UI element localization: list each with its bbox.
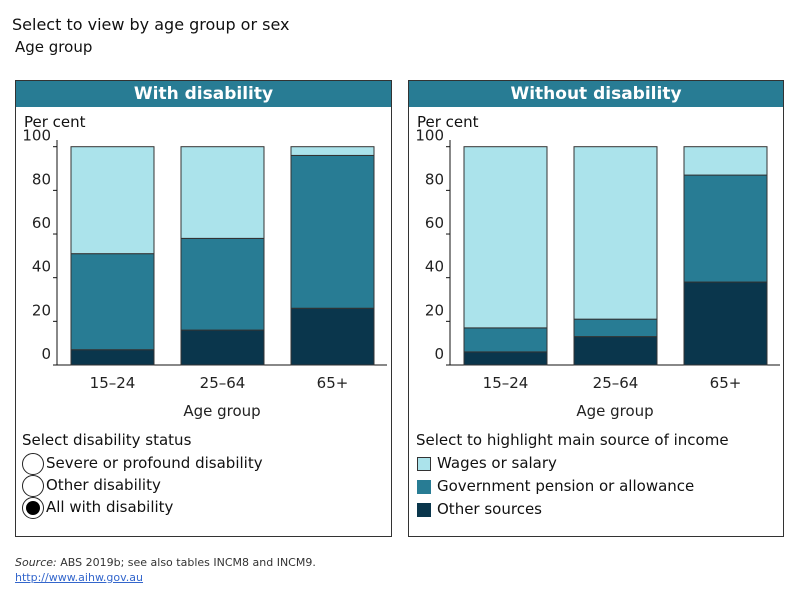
source-text: ABS 2019b; see also tables INCM8 and INC…: [56, 556, 316, 569]
y-tick-label: 20: [425, 301, 444, 319]
panel-title: Without disability: [409, 81, 783, 107]
radio-label[interactable]: All with disability: [46, 498, 174, 516]
y-tick-label: 80: [32, 170, 51, 188]
chart-without-disability: 0 20 40 60 80 100 15–24 25–64 65+ Age group: [415, 127, 780, 420]
y-tick-label: 20: [32, 301, 51, 319]
legend-label[interactable]: Other sources: [437, 500, 542, 518]
bar-segment-wages: [683, 146, 768, 176]
bar-segment-wages: [463, 146, 548, 329]
source-note: Source: ABS 2019b; see also tables INCM8…: [15, 556, 316, 569]
bar-segment-govt: [463, 327, 548, 353]
bar-segment-other: [683, 281, 768, 366]
source-label: Source:: [15, 556, 57, 569]
y-axis-label: Per cent: [24, 113, 86, 131]
y-tick-label: 100: [22, 127, 51, 145]
bar-segment-other: [463, 351, 548, 366]
x-tick-label: 15–24: [483, 374, 529, 392]
bar-segment-wages: [290, 146, 375, 156]
x-tick-label: 25–64: [593, 374, 639, 392]
bar-segment-wages: [180, 146, 265, 239]
x-tick-label: 15–24: [90, 374, 136, 392]
disability-filter-title: Select disability status: [22, 431, 192, 449]
bar-segment-other: [290, 307, 375, 366]
bar-segment-govt: [180, 237, 265, 331]
x-tick-label: 65+: [710, 374, 742, 392]
chart-panel-without-disability: Without disability Per cent 0 20 40 60 80 100…: [408, 80, 784, 537]
y-axis-label: Per cent: [417, 113, 479, 131]
bar-segment-govt: [573, 318, 658, 338]
aihw-link[interactable]: http://www.aihw.gov.au: [15, 571, 144, 584]
radio-button[interactable]: [22, 475, 44, 497]
y-tick-label: 60: [32, 214, 51, 232]
y-tick-label: 40: [425, 258, 444, 276]
y-tick-label: 40: [32, 258, 51, 276]
chart-panel-with-disability: With disability Per cent 0 20 40 60 80 100 15–…: [15, 80, 392, 537]
legend-title: Select to highlight main source of incom…: [416, 431, 729, 449]
bar-segment-other: [70, 349, 155, 366]
view-selector-dropdown[interactable]: Age group: [15, 38, 93, 56]
legend-label[interactable]: Wages or salary: [437, 454, 557, 472]
radio-button[interactable]: [22, 453, 44, 475]
legend-label[interactable]: Government pension or allowance: [437, 477, 695, 495]
radio-label[interactable]: Severe or profound disability: [46, 454, 263, 472]
y-tick-label: 80: [425, 170, 444, 188]
bar-segment-govt: [683, 174, 768, 283]
bar-segment-govt: [290, 154, 375, 309]
x-tick-label: 25–64: [200, 374, 246, 392]
radio-label[interactable]: Other disability: [46, 476, 161, 494]
y-tick-label: 100: [415, 127, 444, 145]
bar-segment-other: [180, 329, 265, 366]
legend-swatch[interactable]: [417, 480, 431, 494]
radio-button[interactable]: [22, 497, 44, 519]
x-axis-label: Age group: [576, 402, 653, 420]
bar-segment-wages: [573, 146, 658, 320]
bar-segment-wages: [70, 146, 155, 255]
panel-title: With disability: [16, 81, 391, 107]
x-tick-label: 65+: [317, 374, 349, 392]
bar-segment-govt: [70, 253, 155, 351]
x-axis-label: Age group: [183, 402, 260, 420]
legend-swatch[interactable]: [417, 503, 431, 517]
chart-with-disability: 0 20 40 60 80 100 15–24 25–64 65+ Age group: [22, 127, 387, 420]
legend-swatch[interactable]: [417, 457, 431, 471]
y-tick-label: 60: [425, 214, 444, 232]
bar-segment-other: [573, 336, 658, 366]
view-selector-title: Select to view by age group or sex: [12, 15, 290, 34]
y-tick-label: 0: [434, 345, 444, 363]
y-tick-label: 0: [41, 345, 51, 363]
